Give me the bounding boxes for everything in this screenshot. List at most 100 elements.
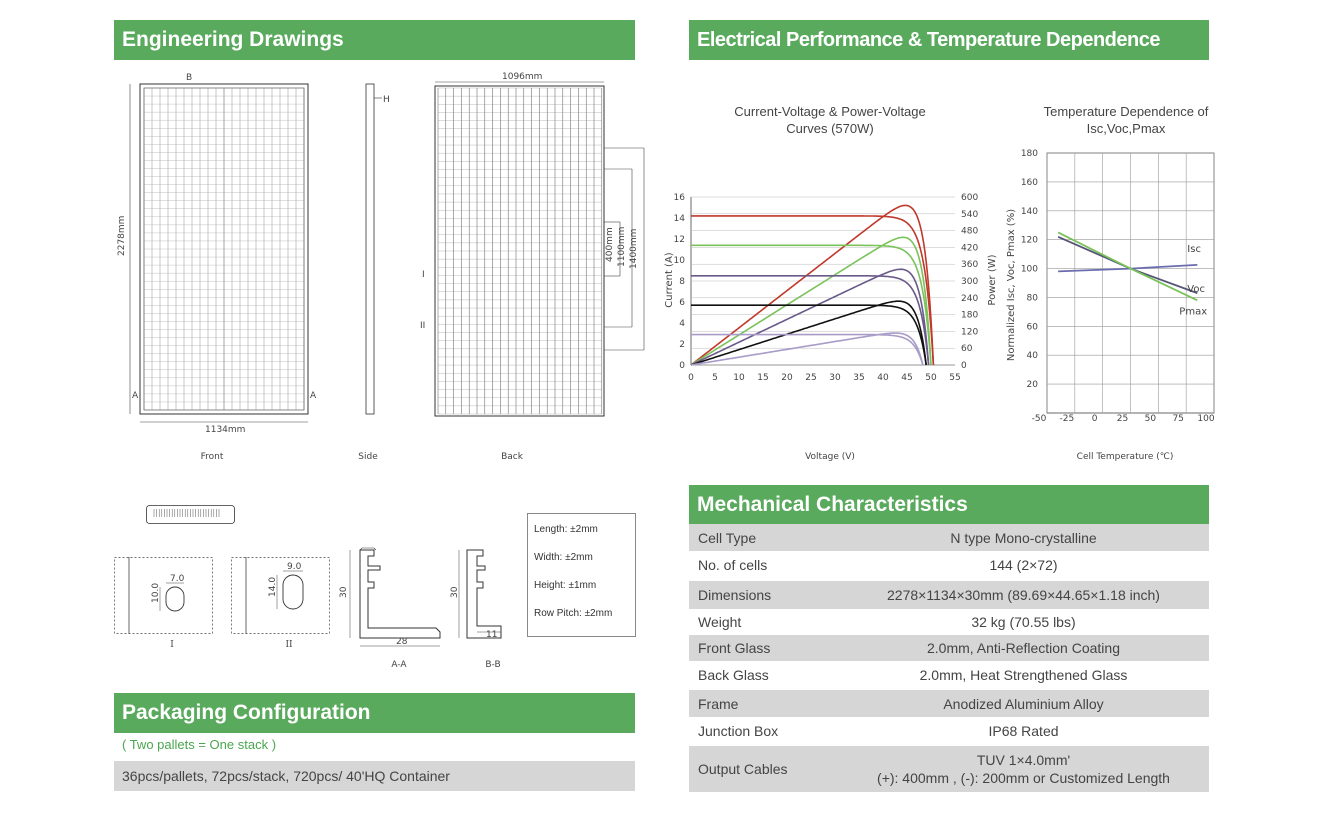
temp-line-voc <box>1057 235 1198 294</box>
iv-xtick-label: 25 <box>805 373 816 383</box>
temp-xtick-label: -50 <box>1032 414 1047 424</box>
mech-key: Cell Type <box>698 529 757 546</box>
iv-y2tick-label: 420 <box>961 243 978 253</box>
front-length-dim: 2278mm <box>117 216 127 256</box>
mech-key: Back Glass <box>698 667 769 683</box>
iv-y2tick-label: 540 <box>961 210 978 220</box>
mech-key: Frame <box>698 695 739 712</box>
iv-title-line1: Current-Voltage & Power-Voltage <box>734 104 926 119</box>
temp-line-pmax <box>1057 231 1198 302</box>
tolerance-width: Width: ±2mm <box>534 552 593 563</box>
packaging-header: Packaging Configuration <box>114 693 635 733</box>
back-ii-marker: II <box>420 321 425 331</box>
back-dim-1100: 1100mm <box>617 227 627 267</box>
temp-ytick-label: 120 <box>1021 236 1038 246</box>
temp-xtick-label: 0 <box>1092 414 1098 424</box>
iv-curve-4 <box>691 333 924 366</box>
detail-i-label: I <box>170 640 174 650</box>
mech-value: 2278×1134×30mm (89.69×44.65×1.18 inch) <box>887 587 1160 603</box>
iv-chart-title: Current-Voltage & Power-Voltage Curves (… <box>700 103 960 137</box>
mech-value: 32 kg (70.55 lbs) <box>971 614 1076 630</box>
detail-i-drawing: 7.0 10.0 <box>114 557 213 634</box>
front-a-marker-left: A <box>132 391 139 401</box>
front-view-drawing: 2278mm 1134mm B A A <box>117 73 317 435</box>
mech-value: 2.0mm, Heat Strengthened Glass <box>919 667 1128 683</box>
mech-key: Weight <box>698 614 742 630</box>
temp-series-label-voc: Voc <box>1187 284 1205 295</box>
mech-key: Output Cables <box>698 761 788 777</box>
temp-ytick-label: 180 <box>1021 149 1038 159</box>
temp-ytick-label: 160 <box>1021 178 1038 188</box>
engineering-title: Engineering Drawings <box>122 28 344 51</box>
section-bb-width: 11 <box>486 630 497 640</box>
front-width-dim: 1134mm <box>205 425 245 435</box>
temp-ytick-label: 80 <box>1027 293 1039 303</box>
iv-xtick-label: 5 <box>712 373 718 383</box>
mech-value: TUV 1×4.0mm' (+): 400mm , (-): 200mm or … <box>838 751 1209 787</box>
tolerance-height: Height: ±1mm <box>534 580 597 591</box>
pv-curve-1 <box>690 236 932 366</box>
iv-ytick-label: 8 <box>679 277 685 287</box>
iv-ylabel-left: Current (A) <box>664 252 675 307</box>
temp-xlabel: Cell Temperature (℃) <box>1076 452 1174 462</box>
iv-curve-3 <box>691 304 927 366</box>
section-aa-width: 28 <box>396 637 408 647</box>
mech-row-weight: Weight 32 kg (70.55 lbs) <box>689 609 1209 635</box>
back-width-dim: 1096mm <box>502 72 542 82</box>
temp-title-line2: Isc,Voc,Pmax <box>1086 121 1166 136</box>
iv-curve-0 <box>691 215 935 366</box>
section-aa-drawing: 30 28 <box>339 547 441 647</box>
iv-ytick-label: 10 <box>674 256 686 266</box>
pv-curve-3 <box>690 300 927 366</box>
electrical-header: Electrical Performance & Temperature Dep… <box>689 20 1209 60</box>
iv-y2tick-label: 0 <box>961 361 967 371</box>
mech-row-cells: No. of cells 144 (2×72) <box>689 551 1209 579</box>
mech-value-line2: (+): 400mm , (-): 200mm or Customized Le… <box>877 770 1170 786</box>
temp-ytick-label: 40 <box>1027 351 1039 361</box>
section-aa-height: 30 <box>339 586 349 598</box>
pv-curve-0 <box>690 204 935 366</box>
mech-row-back-glass: Back Glass 2.0mm, Heat Strengthened Glas… <box>689 661 1209 689</box>
side-view-label: Side <box>358 452 378 462</box>
temp-ytick-label: 100 <box>1021 265 1038 275</box>
temp-xtick-label: 100 <box>1197 414 1214 424</box>
iv-y2tick-label: 300 <box>961 277 978 287</box>
iv-xtick-label: 15 <box>757 373 768 383</box>
iv-xtick-label: 40 <box>877 373 889 383</box>
detail-ii-width: 9.0 <box>287 562 302 572</box>
back-dim-1400: 1400mm <box>629 229 639 269</box>
packaging-detail: 36pcs/pallets, 72pcs/stack, 720pcs/ 40'H… <box>122 768 450 784</box>
back-i-marker: I <box>422 270 425 280</box>
mech-key: No. of cells <box>698 557 768 573</box>
electrical-title: Electrical Performance & Temperature Dep… <box>697 28 1160 51</box>
temp-series-label-pmax: Pmax <box>1179 306 1207 317</box>
mech-value: 2.0mm, Anti-Reflection Coating <box>927 640 1120 656</box>
mech-value-line1: TUV 1×4.0mm' <box>976 752 1071 768</box>
junction-box-drawing <box>146 505 235 524</box>
mech-row-front-glass: Front Glass 2.0mm, Anti-Reflection Coati… <box>689 635 1209 661</box>
iv-ylabel-right: Power (W) <box>987 254 998 305</box>
iv-y2tick-label: 360 <box>961 260 978 270</box>
mech-value: Anodized Aluminium Alloy <box>943 695 1104 712</box>
section-bb-drawing: 30 11 <box>450 549 502 640</box>
front-b-marker: B <box>186 73 192 83</box>
iv-ytick-label: 2 <box>679 340 685 350</box>
pv-curve-2 <box>690 268 930 366</box>
temp-title-line1: Temperature Dependence of <box>1043 104 1209 119</box>
back-view-label: Back <box>501 452 523 462</box>
mech-value: N type Mono-crystalline <box>950 529 1097 546</box>
mech-key: Dimensions <box>698 587 772 603</box>
temp-xtick-label: 25 <box>1117 414 1128 424</box>
temp-chart-title: Temperature Dependence of Isc,Voc,Pmax <box>1015 103 1237 137</box>
iv-xtick-label: 35 <box>853 373 864 383</box>
temp-chart: Isc Voc Pmax -50 -25 0 25 50 75 100 20 40 60 80 100 12… <box>1006 149 1215 424</box>
iv-ytick-label: 12 <box>674 235 685 245</box>
mechanical-title: Mechanical Characteristics <box>697 493 968 516</box>
iv-ytick-label: 6 <box>679 298 685 308</box>
section-bb-height: 30 <box>450 586 460 598</box>
packaging-note: ( Two pallets = One stack ) <box>122 737 277 752</box>
pv-curve-4 <box>690 332 924 366</box>
temp-ytick-label: 140 <box>1021 207 1038 217</box>
section-aa-label: A-A <box>391 660 407 670</box>
temp-ylabel: Normalized Isc, Voc, Pmax (%) <box>1006 209 1017 361</box>
